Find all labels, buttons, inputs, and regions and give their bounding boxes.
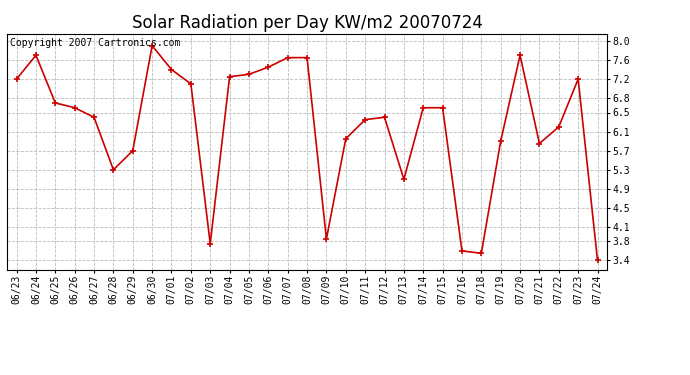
Title: Solar Radiation per Day KW/m2 20070724: Solar Radiation per Day KW/m2 20070724 — [132, 14, 482, 32]
Text: Copyright 2007 Cartronics.com: Copyright 2007 Cartronics.com — [10, 39, 180, 48]
